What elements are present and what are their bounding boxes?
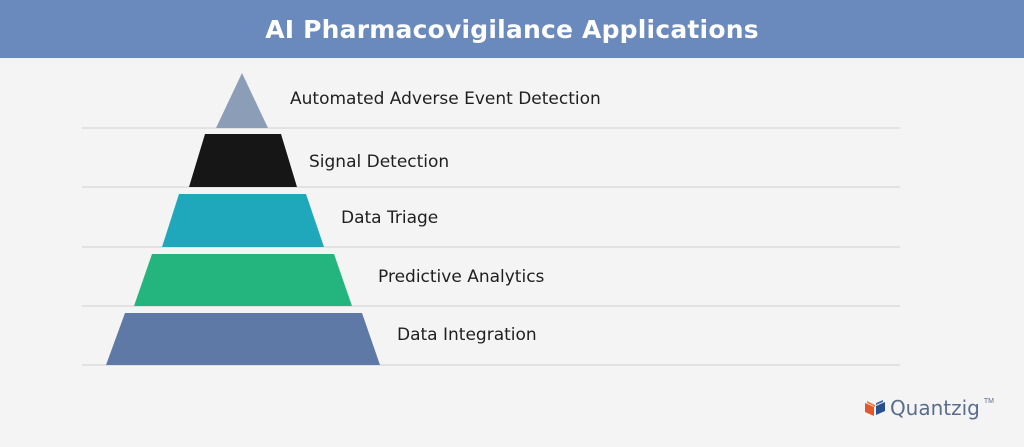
pyramid-tier-4 bbox=[134, 254, 352, 306]
pyramid-svg bbox=[82, 73, 900, 366]
level-label-4: Predictive Analytics bbox=[378, 267, 545, 287]
logo-text: Quantzig bbox=[889, 396, 980, 420]
pyramid-tier-5 bbox=[106, 313, 380, 365]
pyramid-diagram: Automated Adverse Event Detection Signal… bbox=[0, 58, 1024, 388]
quantzig-logo: Quantzig TM bbox=[864, 396, 994, 420]
level-label-5: Data Integration bbox=[397, 325, 537, 345]
pyramid-tier-3 bbox=[162, 194, 324, 247]
page-title: AI Pharmacovigilance Applications bbox=[265, 14, 759, 44]
pyramid-tier-1 bbox=[216, 73, 268, 128]
header-banner: AI Pharmacovigilance Applications bbox=[0, 0, 1024, 58]
pyramid-tier-2 bbox=[189, 134, 297, 187]
book-logo-icon bbox=[864, 400, 885, 416]
level-label-3: Data Triage bbox=[341, 208, 439, 228]
level-label-2: Signal Detection bbox=[309, 152, 450, 172]
level-label-1: Automated Adverse Event Detection bbox=[290, 89, 601, 109]
logo-trademark: TM bbox=[983, 398, 994, 405]
